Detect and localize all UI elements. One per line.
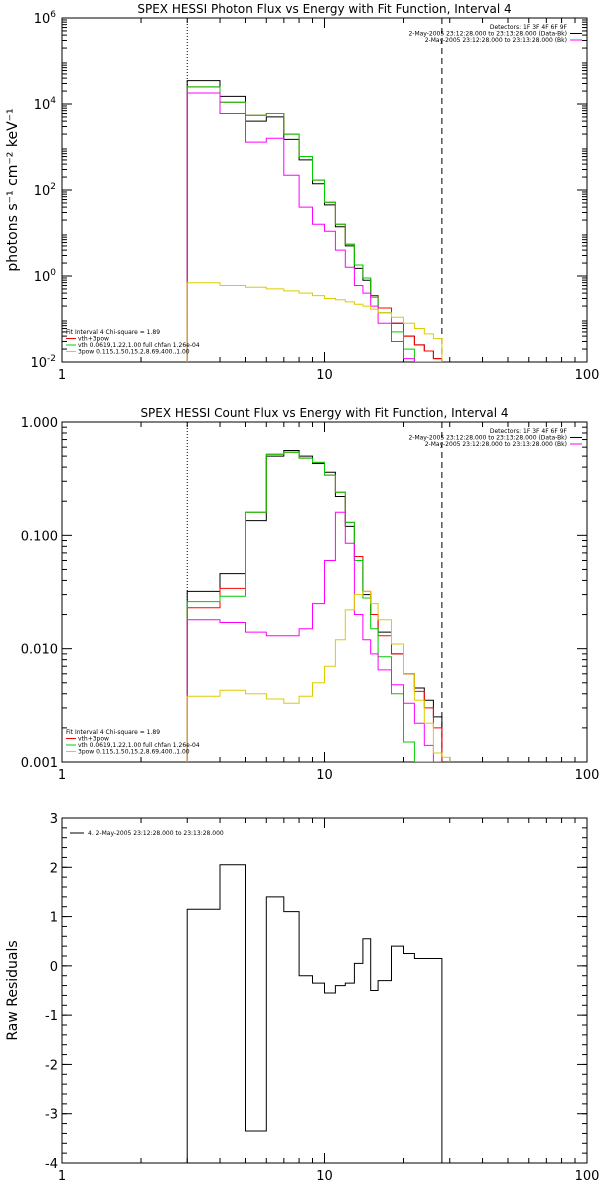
y-tick-label: 102	[34, 182, 56, 199]
x-tick-label: 1	[58, 768, 66, 783]
legend-top-entry: Detectors: 1F 3F 4F 6F 9F	[490, 428, 568, 435]
chart-title: SPEX HESSI Photon Flux vs Energy with Fi…	[137, 2, 511, 16]
legend-fit-entry: vth 0.0619,1.22,1.00 full chfan 1.26e-04	[78, 342, 200, 349]
legend-fit-entry: 3pow 0.115,1.50,15.2,8.69,400.,1.00	[78, 749, 190, 756]
y-tick-label: 104	[34, 96, 57, 113]
panel-1: SPEX HESSI Photon Flux vs Energy with Fi…	[5, 2, 599, 383]
y-axis-label: photons s⁻¹ cm⁻² keV⁻¹	[5, 108, 21, 271]
legend-fit-entry: vth 0.0619,1.22,1.00 full chfan 1.26e-04	[78, 742, 200, 749]
legend-fit-entry: vth+3pow	[78, 736, 109, 743]
y-axis-label: Raw Residuals	[5, 940, 21, 1040]
x-tick-label: 100	[575, 1169, 600, 1184]
series-5-line	[186, 282, 443, 362]
x-tick-label: 10	[316, 368, 333, 383]
legend-top-entry: 2-May-2005 23:12:28.000 to 23:13:28.000 …	[408, 31, 567, 38]
legend-top-entry: 2-May-2005 23:12:28.000 to 23:13:28.000 …	[425, 441, 567, 448]
legend-top-entry: 2-May-2005 23:12:28.000 to 23:13:28.000 …	[408, 435, 567, 442]
y-tick-label: 106	[34, 10, 57, 27]
x-tick-label: 10	[316, 768, 333, 783]
y-tick-label: -2	[45, 1058, 58, 1073]
y-tick-label: 1.000	[21, 416, 58, 431]
y-tick-label: 10-2	[30, 354, 56, 371]
panel-2: SPEX HESSI Count Flux vs Energy with Fit…	[21, 406, 600, 783]
series-1-line	[186, 864, 443, 1163]
y-tick-label: -1	[45, 1009, 58, 1024]
legend-residual-entry: 4. 2-May-2005 23:12:28.000 to 23:13:28.0…	[88, 830, 224, 837]
legend-fit-entry: 3pow 0.115,1.50,15.2,8.69,400.,1.00	[78, 349, 190, 356]
y-tick-label: 0	[50, 960, 58, 975]
legend-fit-header: Fit Interval 4 Chi-square = 1.89	[66, 329, 160, 336]
chart-title: SPEX HESSI Count Flux vs Energy with Fit…	[140, 406, 508, 420]
series-5-line	[186, 590, 451, 762]
x-tick-label: 10	[316, 1169, 333, 1184]
series-3-line	[186, 86, 442, 362]
y-tick-label: -4	[45, 1157, 58, 1172]
y-tick-label: 0.010	[21, 643, 58, 658]
legend-fit-header: Fit Interval 4 Chi-square = 1.89	[66, 729, 160, 736]
x-tick-label: 1	[58, 1169, 66, 1184]
y-tick-label: -3	[45, 1108, 58, 1123]
series-4-line	[186, 511, 442, 762]
x-tick-label: 1	[58, 368, 66, 383]
y-tick-label: 2	[50, 861, 58, 876]
legend-top-entry: Detectors: 1F 3F 4F 6F 9F	[490, 24, 568, 31]
y-tick-label: 0.100	[21, 529, 58, 544]
series-3-line	[186, 451, 442, 762]
x-tick-label: 100	[575, 768, 600, 783]
y-tick-label: 1	[50, 911, 58, 926]
y-tick-label: 0.001	[21, 756, 58, 771]
y-tick-label: 100	[34, 268, 57, 285]
series-4-line	[186, 92, 442, 362]
legend-fit-entry: vth+3pow	[78, 336, 109, 343]
legend-top-entry: 2-May-2005 23:12:28.000 to 23:13:28.000 …	[425, 37, 567, 44]
x-tick-label: 100	[575, 368, 600, 383]
panel-3: 1 10 100 -4 -3 -2 -1 0 1 2 3 Raw Residuals 4. 2-May-…	[5, 812, 599, 1184]
y-tick-label: 3	[50, 812, 58, 827]
